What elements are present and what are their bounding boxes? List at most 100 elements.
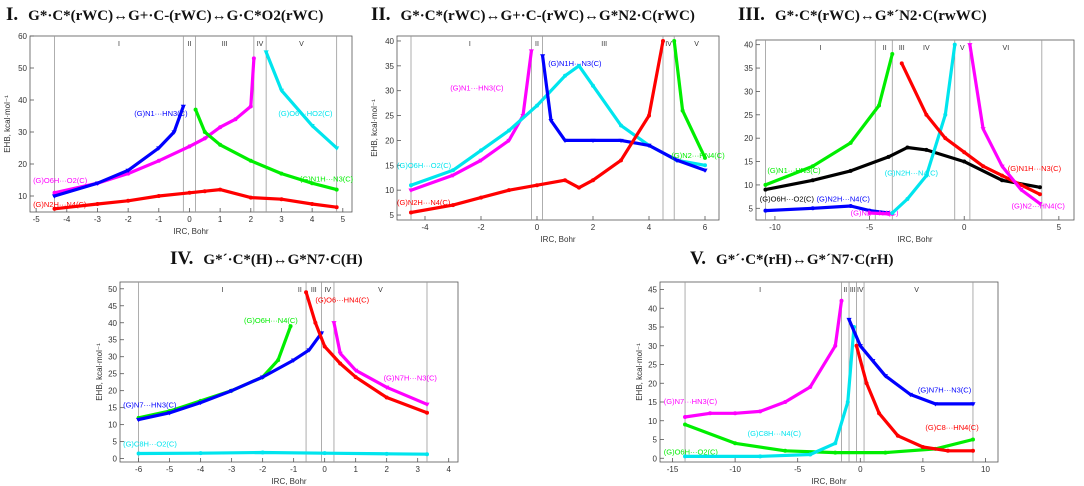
data-point [95,202,100,206]
y-tick-label: 10 [648,417,657,426]
data-point [763,208,768,213]
x-tick-label: -4 [63,215,71,224]
data-point [962,159,967,164]
data-point [51,194,58,199]
data-point [479,195,483,200]
y-tick-label: 20 [18,160,27,169]
data-point [136,417,142,423]
y-tick-label: 50 [18,64,27,73]
panel-title-text: G*·C*(rWC)↔G*´N2·C(rwWC) [774,8,987,24]
data-point [331,321,337,326]
data-point [763,182,768,187]
region-label: II [188,41,192,48]
chart-title: V. G*´·C*(rH)↔G*´N7·C(rH) [690,248,894,270]
data-point [198,400,204,406]
data-point [886,154,891,159]
y-tick-label: 25 [744,111,753,120]
y-tick-label: 35 [385,62,394,71]
data-point [334,205,339,210]
data-point [167,411,173,416]
data-point [322,344,327,349]
data-point [218,125,223,130]
data-point [808,452,813,457]
x-tick-label: 5 [921,465,926,474]
series-label: (G)N1···HN3(C) [134,109,188,118]
panel-number: II. [371,4,391,25]
data-point [1037,192,1042,197]
series-label: (G)N1H···N3(C) [300,175,354,184]
data-point [248,158,253,163]
region-label: IV [324,287,331,294]
series-label: (G)C8···HN4(C) [925,423,979,432]
data-point [338,361,343,366]
data-point [126,171,131,176]
data-point [839,298,844,303]
y-tick-label: 25 [648,361,657,370]
data-point [409,183,413,188]
series-label: (G)N2···HN4(C) [1012,201,1066,210]
series-label: (G)O6H···O2(C) [33,176,88,185]
data-point [877,103,882,108]
y-axis-label: EHB, kcal·mol⁻¹ [370,99,379,157]
data-point [384,385,390,390]
region-label: III [850,287,856,294]
x-tick-label: -3 [94,215,102,224]
data-point [981,164,986,169]
data-point [125,168,131,173]
data-point [867,210,872,215]
data-point [833,441,838,446]
data-point [857,344,863,349]
data-point [683,415,688,419]
x-tick-label: 4 [446,465,451,474]
series-label: (G)O6H···N4(C) [244,316,298,325]
data-point [136,451,141,456]
region-label: III [311,287,317,294]
data-point [251,56,256,61]
data-point [156,158,161,163]
x-tick-label: -1 [290,465,298,474]
region-label: V [960,45,965,52]
data-point [810,164,815,169]
plot-frame [396,35,720,221]
data-point [924,112,929,117]
region-label: IV [923,45,930,52]
data-point [248,195,253,200]
region-label: II [535,41,539,48]
region-label: I [221,287,223,294]
data-point [680,108,685,113]
data-point [870,359,876,364]
series-line [52,56,256,195]
series-label: (G)N2···N4(C) [851,208,899,217]
panel-title-text: G*´·C*(H)↔G*N7·C(H) [203,252,363,268]
y-tick-label: 40 [744,41,753,50]
series-line [52,104,185,198]
data-point [854,343,859,348]
data-point [563,73,567,78]
y-tick-label: 30 [385,87,394,96]
data-point [590,138,596,144]
y-tick-label: 20 [108,387,117,396]
data-point [1018,188,1024,193]
data-point [702,168,708,173]
data-point [833,450,838,455]
data-point [577,63,581,68]
x-tick-label: -2 [259,465,267,474]
series-line [890,43,957,215]
data-point [279,171,284,176]
data-point [563,178,567,183]
x-tick-label: 6 [703,223,708,232]
x-axis-label: IRC, Bohr [173,227,208,236]
x-tick-label: -10 [769,223,781,232]
data-point [899,61,904,66]
x-tick-label: -5 [794,465,802,474]
x-tick-label: 5 [1057,223,1062,232]
data-point [507,188,511,193]
panel-number: IV. [170,248,194,269]
data-point [943,112,948,117]
series-line [683,325,856,458]
y-tick-label: 10 [18,192,27,201]
data-point [451,168,455,173]
y-tick-label: 20 [385,136,394,145]
data-point [187,190,192,195]
